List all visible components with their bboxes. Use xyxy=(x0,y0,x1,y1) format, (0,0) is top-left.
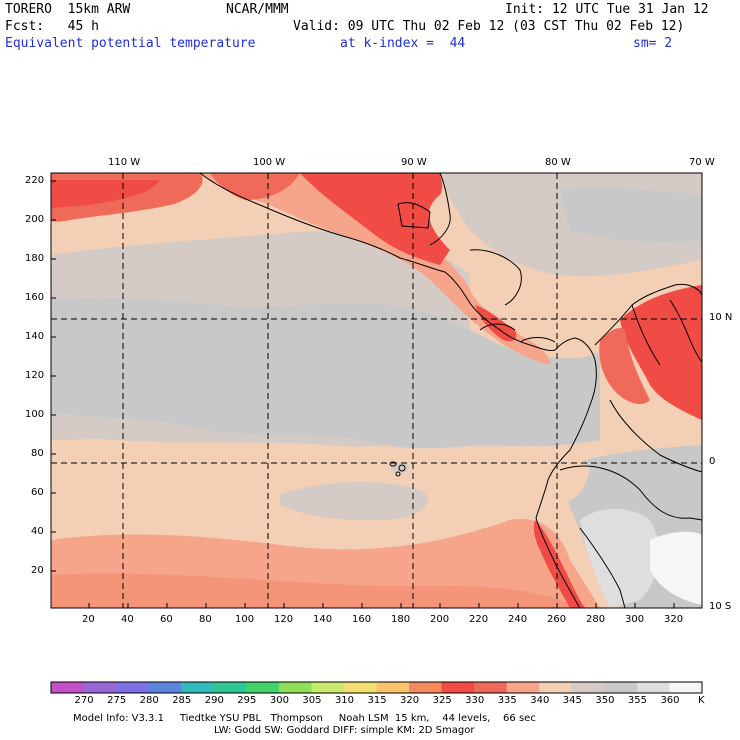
y-tick-label: 200 xyxy=(25,214,45,225)
colorbar-label: 300 xyxy=(269,695,289,706)
x-tick-label: 40 xyxy=(121,614,134,625)
colorbar-swatch xyxy=(539,682,573,693)
y-tick-label: 180 xyxy=(25,253,45,264)
colorbar-label: 355 xyxy=(627,695,647,706)
colorbar-label: 320 xyxy=(400,695,420,706)
x-tick-label: 220 xyxy=(469,614,489,625)
y-tick-label: 140 xyxy=(25,331,45,342)
x-tick-label: 20 xyxy=(82,614,95,625)
lon-label-90w: 90 W xyxy=(401,157,427,168)
colorbar-label: 270 xyxy=(74,695,94,706)
valid-time: Valid: 09 UTC Thu 02 Feb 12 (03 CST Thu … xyxy=(293,19,685,34)
x-tick-label: 300 xyxy=(625,614,645,625)
smoothing-info: sm= 2 xyxy=(633,36,673,51)
lat-label-0: 0 xyxy=(709,456,716,467)
x-tick-label: 260 xyxy=(547,614,567,625)
y-tick-label: 120 xyxy=(25,370,45,381)
organization: NCAR/MMM xyxy=(226,2,289,17)
x-tick-label: 180 xyxy=(391,614,411,625)
colorbar-unit: K xyxy=(698,695,705,706)
x-tick-label: 80 xyxy=(199,614,212,625)
colorbar-swatch xyxy=(343,682,377,693)
x-tick-label: 100 xyxy=(235,614,255,625)
x-tick-label: 200 xyxy=(430,614,450,625)
y-tick-label: 80 xyxy=(31,448,44,459)
colorbar-label: 315 xyxy=(367,695,387,706)
colorbar-swatch xyxy=(181,682,215,693)
x-tick-label: 240 xyxy=(508,614,528,625)
lat-label-10s: 10 S xyxy=(709,601,732,612)
tick-marks xyxy=(51,180,675,608)
x-tick-label: 120 xyxy=(274,614,294,625)
lon-label-70w: 70 W xyxy=(689,157,715,168)
colorbar-label: 345 xyxy=(562,695,582,706)
colorbar-swatch xyxy=(409,682,443,693)
colorbar-label: 350 xyxy=(595,695,615,706)
graticule xyxy=(51,173,702,608)
colorbar-label: 360 xyxy=(660,695,680,706)
x-tick-label: 280 xyxy=(586,614,606,625)
x-tick-label: 60 xyxy=(160,614,173,625)
colorbar-swatch xyxy=(441,682,475,693)
colorbar-swatch xyxy=(474,682,508,693)
colorbar-swatch xyxy=(51,682,85,693)
x-tick-label: 140 xyxy=(313,614,333,625)
colorbar-frame xyxy=(50,681,703,694)
colorbar-label: 280 xyxy=(139,695,159,706)
colorbar-swatch xyxy=(246,682,280,693)
colorbar-swatch xyxy=(213,682,247,693)
colorbar-swatch xyxy=(116,682,150,693)
y-tick-label: 40 xyxy=(31,526,44,537)
forecast-hour: Fcst: 45 h xyxy=(5,19,99,34)
y-tick-label: 60 xyxy=(31,487,44,498)
level-info: at k-index = 44 xyxy=(340,36,466,51)
colorbar-swatch xyxy=(148,682,182,693)
y-tick-label: 220 xyxy=(25,175,45,186)
x-tick-label: 320 xyxy=(664,614,684,625)
y-tick-label: 160 xyxy=(25,292,45,303)
colorbar xyxy=(51,682,703,693)
colorbar-swatch xyxy=(506,682,540,693)
colorbar-swatch xyxy=(604,682,638,693)
colorbar-label: 330 xyxy=(465,695,485,706)
lat-label-10n: 10 N xyxy=(709,312,733,323)
map-field xyxy=(51,173,702,608)
colorbar-label: 335 xyxy=(497,695,517,706)
x-tick-label: 160 xyxy=(352,614,372,625)
colorbar-swatch xyxy=(669,682,703,693)
model-info-line2: LW: Godd SW: Goddard DIFF: simple KM: 2D… xyxy=(214,725,475,736)
lon-label-110w: 110 W xyxy=(108,157,141,168)
model-title: TORERO 15km ARW xyxy=(5,2,131,17)
colorbar-swatch xyxy=(636,682,670,693)
colorbar-label: 285 xyxy=(172,695,192,706)
colorbar-swatch xyxy=(376,682,410,693)
colorbar-swatch xyxy=(83,682,117,693)
colorbar-label: 290 xyxy=(204,695,224,706)
model-info-line1: Model Info: V3.3.1 Tiedtke YSU PBL Thomp… xyxy=(73,713,536,724)
lon-label-80w: 80 W xyxy=(545,157,571,168)
plot-frame xyxy=(50,172,703,609)
lon-label-100w: 100 W xyxy=(253,157,286,168)
colorbar-label: 310 xyxy=(334,695,355,706)
y-tick-label: 100 xyxy=(25,409,45,420)
field-name: Equivalent potential temperature xyxy=(5,36,256,51)
colorbar-swatch xyxy=(311,682,345,693)
colorbar-label: 275 xyxy=(107,695,127,706)
coastlines xyxy=(199,172,703,609)
colorbar-swatch xyxy=(571,682,605,693)
colorbar-label: 340 xyxy=(530,695,550,706)
colorbar-label: 325 xyxy=(432,695,452,706)
colorbar-swatch xyxy=(278,682,312,693)
init-time: Init: 12 UTC Tue 31 Jan 12 xyxy=(505,2,709,17)
y-tick-label: 20 xyxy=(31,565,44,576)
colorbar-label: 295 xyxy=(237,695,257,706)
colorbar-label: 305 xyxy=(302,695,322,706)
